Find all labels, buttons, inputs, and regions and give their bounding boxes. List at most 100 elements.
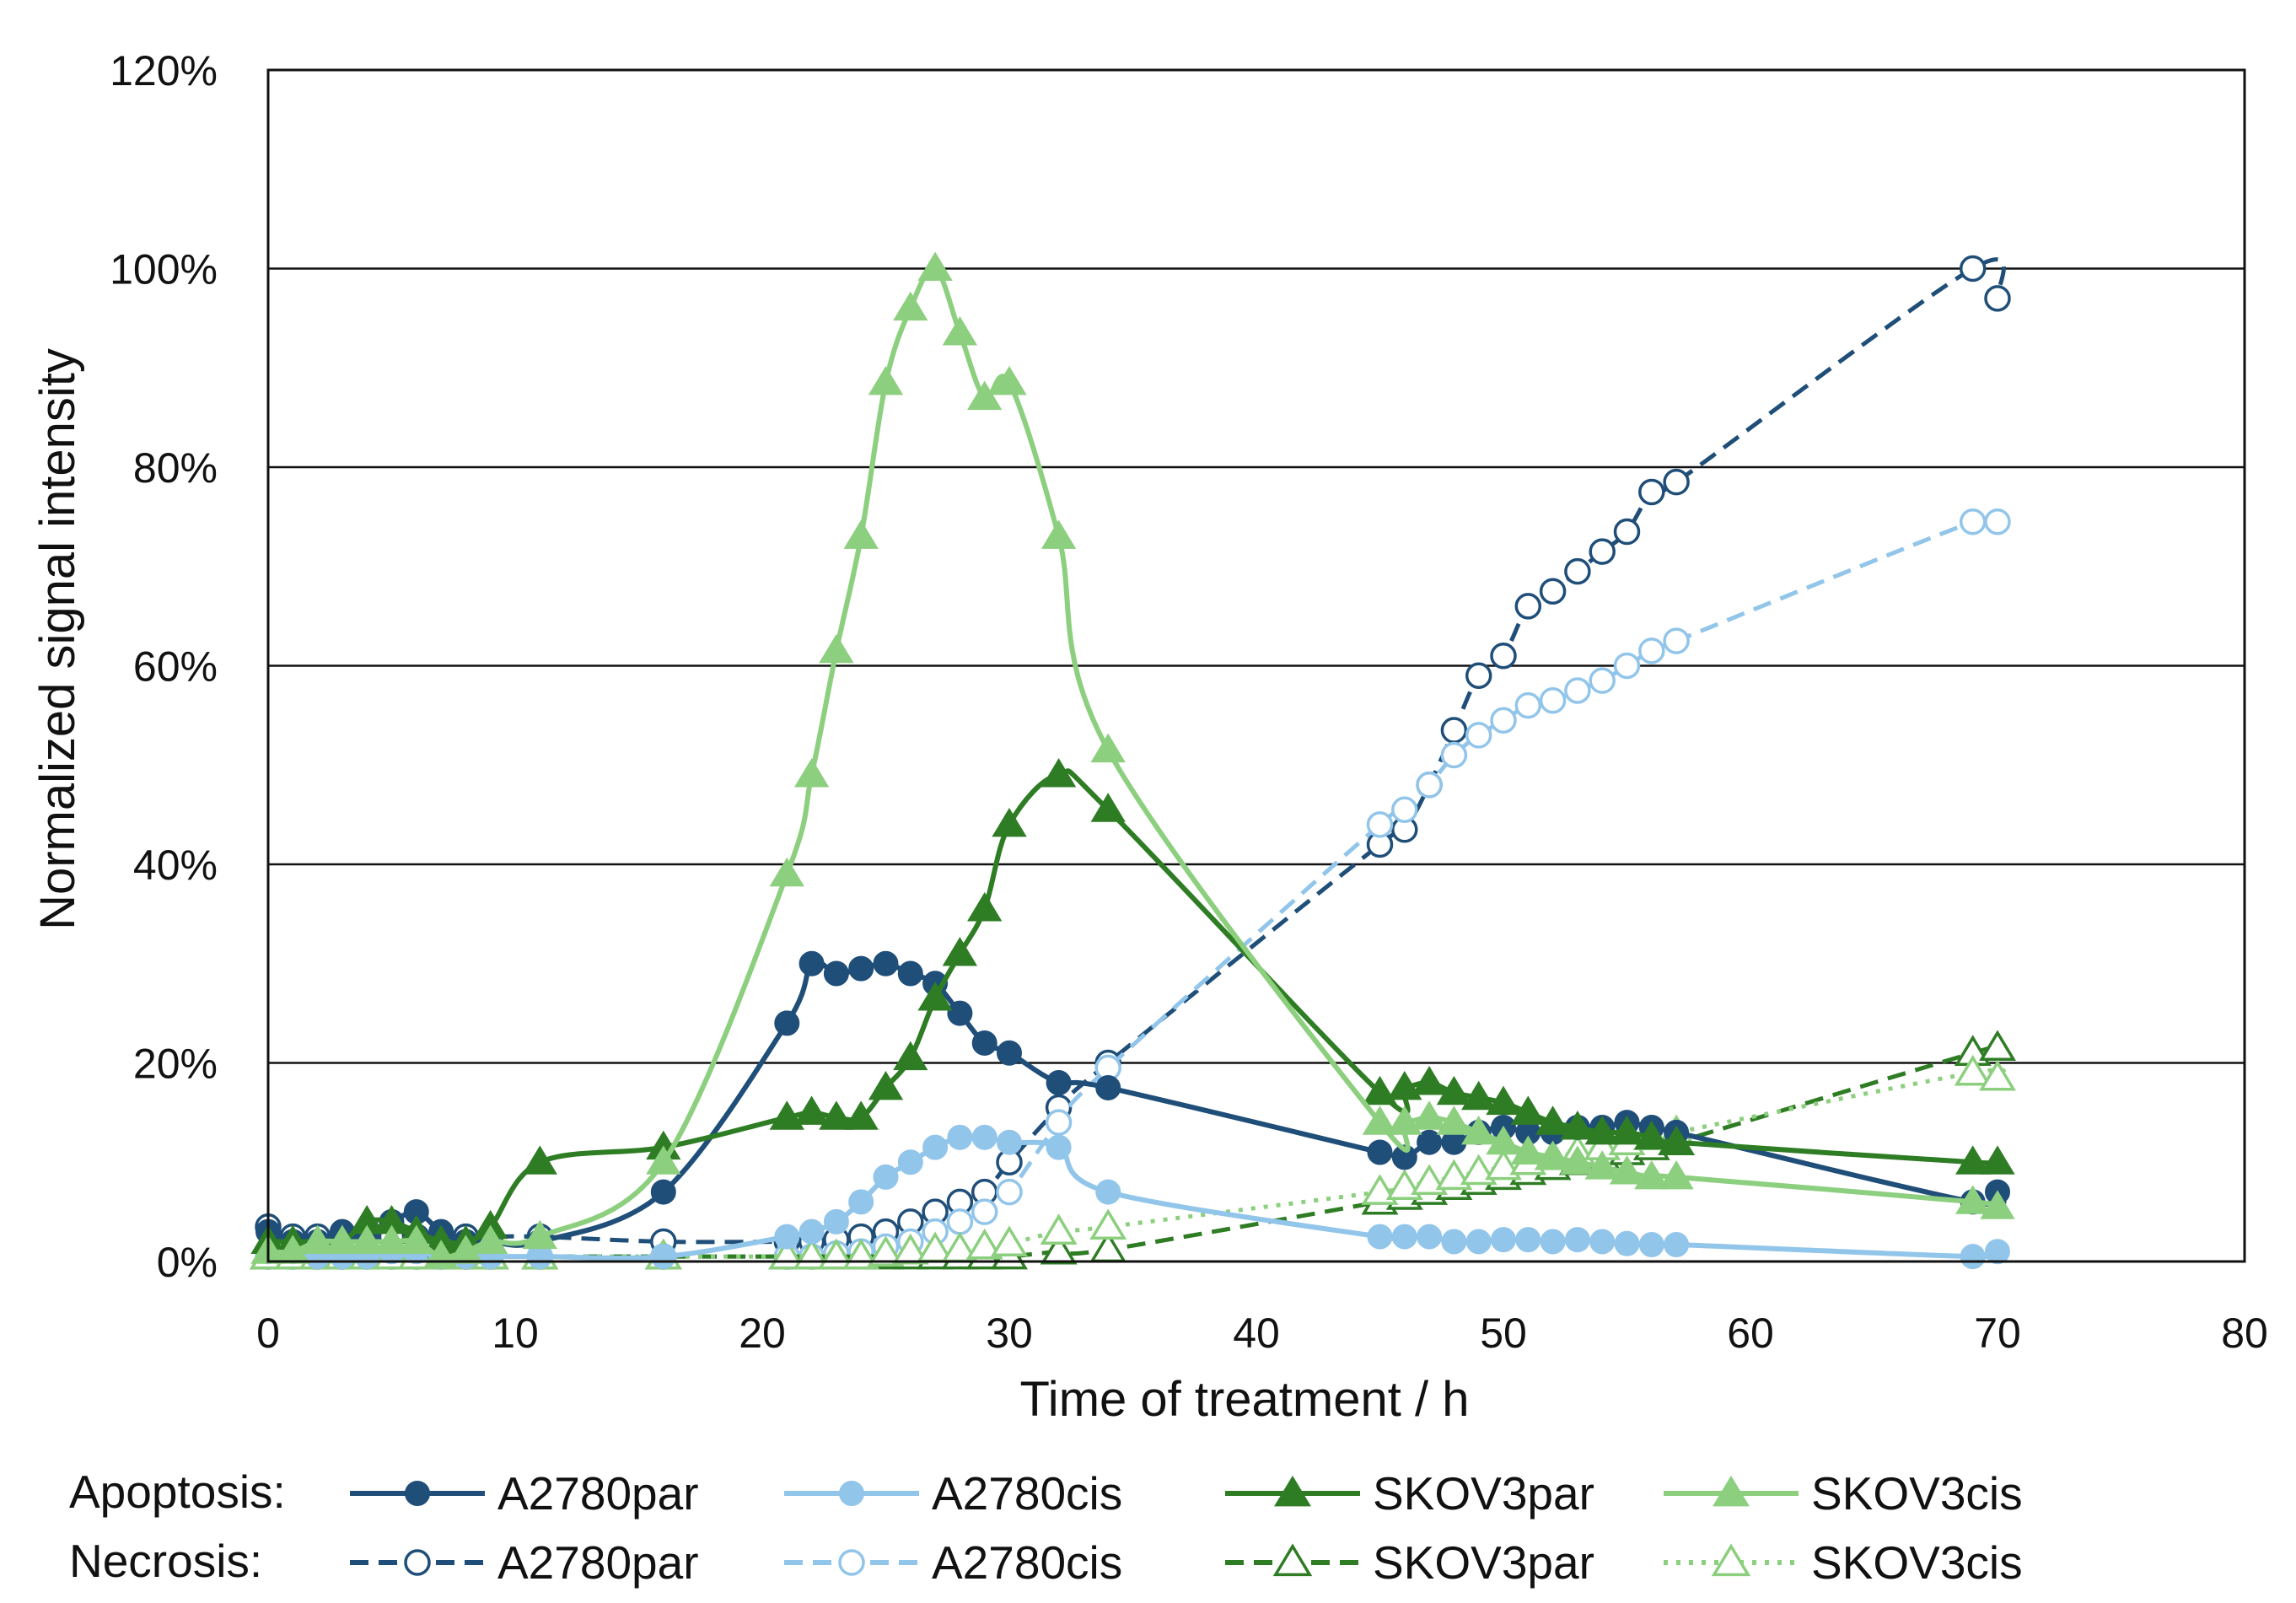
data-point-necrosis-a2780cis (1959, 508, 1987, 535)
data-point-apoptosis-skov3cis (349, 1224, 384, 1254)
data-point-apoptosis-a2780cis (997, 1129, 1022, 1155)
data-point-apoptosis-a2780cis (1515, 1227, 1541, 1253)
data-point-apoptosis-a2780cis (650, 1244, 676, 1270)
data-point-necrosis-a2780par (1638, 478, 1665, 506)
data-point-apoptosis-skov3par (1980, 1145, 2015, 1175)
data-point-necrosis-skov3cis (1385, 1169, 1423, 1200)
data-point-necrosis-a2780cis (1663, 627, 1690, 654)
data-point-apoptosis-skov3cis (1436, 1105, 1472, 1135)
data-point-apoptosis-skov3cis (1980, 1190, 2015, 1219)
legend-entry-apoptosis-skov3par: SKOV3par (1225, 1467, 1594, 1520)
data-point-apoptosis-a2780cis (873, 1164, 899, 1190)
data-point-apoptosis-a2780cis (922, 1134, 949, 1160)
data-point-necrosis-skov3cis (1040, 1213, 1078, 1245)
x-tick-label: 60 (1727, 1310, 1774, 1357)
data-point-apoptosis-skov3cis (868, 365, 904, 395)
data-point-apoptosis-skov3par (819, 1100, 854, 1130)
data-point-necrosis-a2780par (1589, 538, 1616, 565)
data-point-apoptosis-a2780cis (1095, 1179, 1121, 1205)
series-necrosis-a2780cis (255, 508, 2011, 1270)
legend-label-apoptosis-skov3par: SKOV3par (1373, 1467, 1594, 1520)
data-point-apoptosis-skov3cis (448, 1235, 484, 1264)
data-point-apoptosis-a2780par (1417, 1129, 1443, 1155)
data-point-apoptosis-a2780cis (1491, 1227, 1516, 1253)
data-point-apoptosis-skov3cis (473, 1224, 508, 1254)
series-apoptosis-skov3par (250, 758, 2015, 1254)
data-point-necrosis-a2780par (1539, 578, 1567, 605)
y-tick-label: 100% (110, 246, 218, 293)
data-point-necrosis-a2780cis (1465, 722, 1492, 749)
legend-entry-necrosis-skov3cis: SKOV3cis (1664, 1536, 2023, 1589)
data-point-apoptosis-skov3cis (399, 1224, 434, 1254)
data-point-apoptosis-skov3cis (1510, 1135, 1546, 1165)
legend-row-label-apoptosis: Apoptosis: (69, 1466, 286, 1518)
data-point-necrosis-a2780par (1984, 285, 2011, 312)
data-point-necrosis-a2780cis (1416, 772, 1443, 799)
data-point-apoptosis-a2780par (1095, 1074, 1121, 1100)
series-layer (250, 251, 2016, 1270)
data-point-necrosis-skov3cis (891, 1233, 929, 1265)
x-tick-label: 0 (256, 1310, 280, 1357)
legend-row-label-necrosis: Necrosis: (69, 1535, 262, 1587)
data-point-necrosis-a2780cis (1564, 677, 1591, 704)
data-point-necrosis-a2780cis (1638, 637, 1665, 664)
data-point-necrosis-skov3cis (1460, 1154, 1498, 1186)
data-point-apoptosis-skov3cis (1486, 1125, 1521, 1155)
data-point-necrosis-a2780cis (1539, 686, 1567, 714)
data-point-necrosis-a2780par (1613, 518, 1641, 546)
data-point-apoptosis-skov3par (1510, 1095, 1546, 1125)
legend-entry-necrosis-a2780cis: A2780cis (784, 1536, 1122, 1589)
data-point-apoptosis-skov3cis (893, 291, 928, 321)
x-tick-label: 30 (986, 1310, 1033, 1357)
data-point-apoptosis-skov3cis (1387, 1105, 1422, 1135)
legend-entry-apoptosis-a2780par: A2780par (350, 1467, 699, 1520)
data-point-apoptosis-skov3par (793, 1095, 830, 1125)
data-point-necrosis-skov3cis (1435, 1159, 1473, 1191)
data-point-apoptosis-skov3cis (967, 380, 1003, 411)
data-point-apoptosis-a2780cis (1417, 1224, 1443, 1250)
data-point-apoptosis-a2780cis (947, 1124, 973, 1150)
data-point-apoptosis-skov3cis (275, 1235, 310, 1264)
data-point-apoptosis-skov3par (917, 982, 953, 1011)
legend-marker-apoptosis-a2780par (405, 1481, 430, 1506)
data-point-apoptosis-skov3par (1362, 1075, 1398, 1105)
data-point-necrosis-a2780cis (1490, 707, 1517, 734)
data-point-necrosis-skov3cis (965, 1228, 1003, 1260)
tick-labels: 0% 20% 40% 60% 80% 100% 120% 0 10 20 30 40 50 60 70 80 (110, 47, 2268, 1357)
data-point-apoptosis-skov3par (1040, 758, 1077, 788)
data-point-necrosis-skov3cis (991, 1225, 1028, 1257)
data-point-apoptosis-a2780cis (1564, 1227, 1590, 1253)
data-point-necrosis-skov3cis (1411, 1164, 1449, 1196)
y-tick-label: 40% (133, 842, 218, 889)
plot-frame (266, 68, 2246, 1263)
data-point-apoptosis-a2780par (971, 1030, 997, 1056)
legend-label-apoptosis-a2780cis: A2780cis (932, 1467, 1122, 1520)
data-point-apoptosis-skov3cis (917, 251, 953, 281)
x-tick-label: 10 (492, 1310, 539, 1357)
legend-label-apoptosis-a2780par: A2780par (497, 1467, 699, 1520)
legend-entry-apoptosis-skov3cis: SKOV3cis (1664, 1467, 2023, 1520)
legend-marker-necrosis-skov3par (1272, 1543, 1313, 1577)
data-point-apoptosis-skov3par (967, 892, 1003, 922)
data-point-apoptosis-skov3par (1486, 1085, 1521, 1116)
data-point-necrosis-skov3cis (1485, 1148, 1522, 1181)
data-point-apoptosis-skov3par (1955, 1145, 1991, 1175)
y-tick-label: 120% (110, 47, 218, 94)
legend-label-necrosis-a2780par: A2780par (497, 1536, 699, 1589)
data-point-apoptosis-a2780cis (1367, 1224, 1393, 1250)
data-point-necrosis-skov3par (1040, 1233, 1078, 1265)
data-point-apoptosis-skov3par (992, 807, 1027, 837)
data-point-necrosis-a2780par (1490, 642, 1517, 670)
data-point-apoptosis-skov3par (1584, 1115, 1620, 1145)
data-point-apoptosis-skov3cis (1535, 1140, 1571, 1170)
data-point-apoptosis-skov3cis (992, 365, 1027, 395)
data-point-apoptosis-skov3par (942, 937, 978, 966)
data-point-apoptosis-skov3cis (1040, 519, 1077, 549)
data-point-apoptosis-a2780par (650, 1179, 676, 1205)
series-necrosis-a2780par (255, 255, 2011, 1256)
data-point-apoptosis-a2780cis (1046, 1134, 1072, 1160)
data-point-apoptosis-a2780par (947, 1000, 973, 1026)
data-point-apoptosis-skov3par (843, 1100, 879, 1130)
legend-label-necrosis-skov3cis: SKOV3cis (1811, 1536, 2023, 1589)
